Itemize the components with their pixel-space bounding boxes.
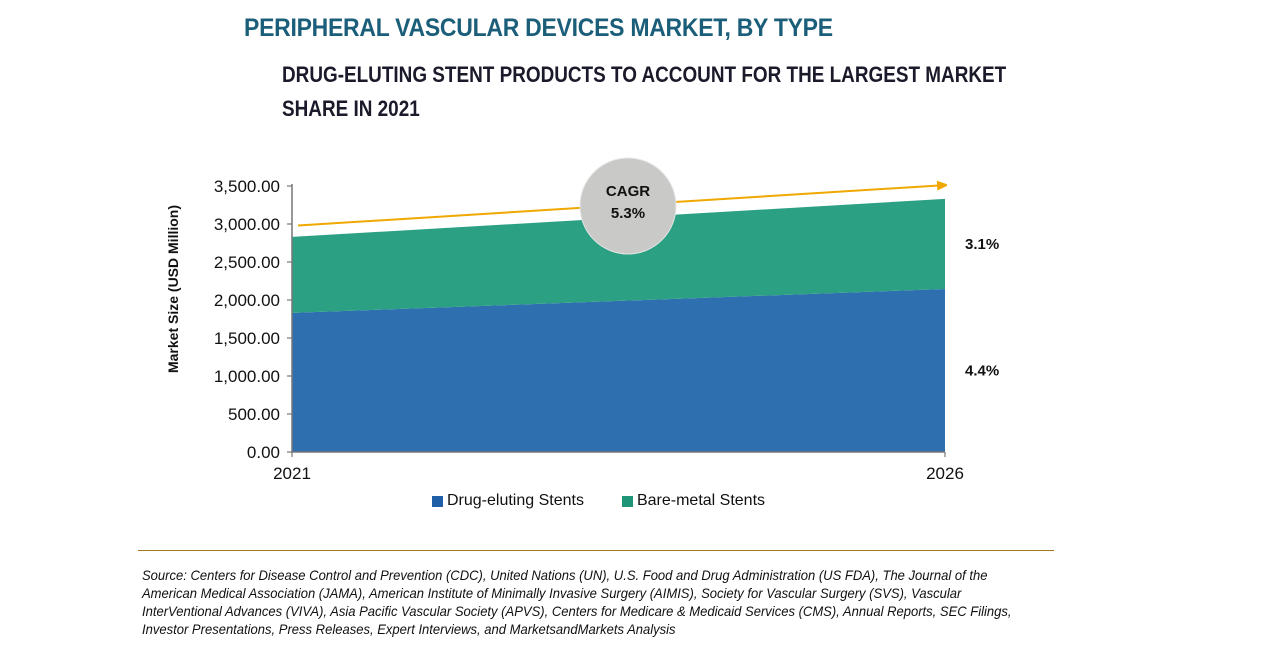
y-tick-label: 3,000.00 xyxy=(214,215,280,234)
y-axis-label: Market Size (USD Million) xyxy=(165,205,181,373)
areas-layer xyxy=(292,198,945,452)
y-tick-label: 1,000.00 xyxy=(214,367,280,386)
legend-swatch-drug-eluting xyxy=(432,495,443,507)
y-tick-label: 3,500.00 xyxy=(214,177,280,196)
area-drug-eluting-stents xyxy=(292,288,945,452)
y-tick-label: 2,500.00 xyxy=(214,253,280,272)
legend: Drug-eluting Stents Bare-metal Stents xyxy=(432,492,765,510)
legend-item-drug-eluting[interactable]: Drug-eluting Stents xyxy=(432,492,584,510)
legend-label: Bare-metal Stents xyxy=(636,492,766,509)
y-tick-label: 0.00 xyxy=(247,443,280,462)
legend-swatch-bare-metal xyxy=(621,495,633,507)
annotations-layer: 4.4% 3.1% CAGR 5.3% xyxy=(297,157,999,379)
y-tick-label: 500.00 xyxy=(228,405,280,424)
source-note: Source: Centers for Disease Control and … xyxy=(142,567,1012,637)
area-chart: 0.00 500.00 1,000.00 1,500.00 2,000.00 2,500.… xyxy=(165,157,999,483)
chart-title: PERIPHERAL VASCULAR DEVICES MARKET, BY T… xyxy=(244,14,833,42)
x-tick-label: 2026 xyxy=(926,464,964,483)
cagr-title: CAGR xyxy=(606,183,650,200)
cagr-value: 5.3% xyxy=(611,205,645,222)
area-bare-metal-stents xyxy=(292,198,945,313)
series-cagr-label: 4.4% xyxy=(965,362,999,379)
legend-label: Drug-eluting Stents xyxy=(447,492,584,509)
x-tick-label: 2021 xyxy=(273,464,311,483)
footer-divider xyxy=(138,550,1054,551)
chart-subtitle: DRUG-ELUTING STENT PRODUCTS TO ACCOUNT F… xyxy=(282,62,1007,121)
y-tick-label: 2,000.00 xyxy=(214,291,280,310)
series-cagr-label: 3.1% xyxy=(965,236,999,253)
axes-layer: 0.00 500.00 1,000.00 1,500.00 2,000.00 2,500.… xyxy=(165,177,964,483)
y-tick-label: 1,500.00 xyxy=(214,329,280,348)
legend-item-bare-metal[interactable]: Bare-metal Stents xyxy=(621,492,766,510)
cagr-bubble xyxy=(579,157,677,255)
